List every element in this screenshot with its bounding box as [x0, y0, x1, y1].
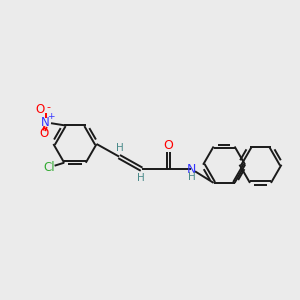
Text: -: -: [46, 102, 51, 112]
Text: Cl: Cl: [44, 161, 55, 174]
Text: O: O: [164, 139, 173, 152]
Text: O: O: [36, 103, 45, 116]
Text: H: H: [188, 172, 196, 182]
Text: N: N: [186, 163, 196, 176]
Text: +: +: [47, 112, 55, 122]
Text: H: H: [116, 143, 124, 153]
Text: H: H: [137, 172, 145, 183]
Text: O: O: [40, 127, 49, 140]
Text: N: N: [41, 116, 50, 129]
